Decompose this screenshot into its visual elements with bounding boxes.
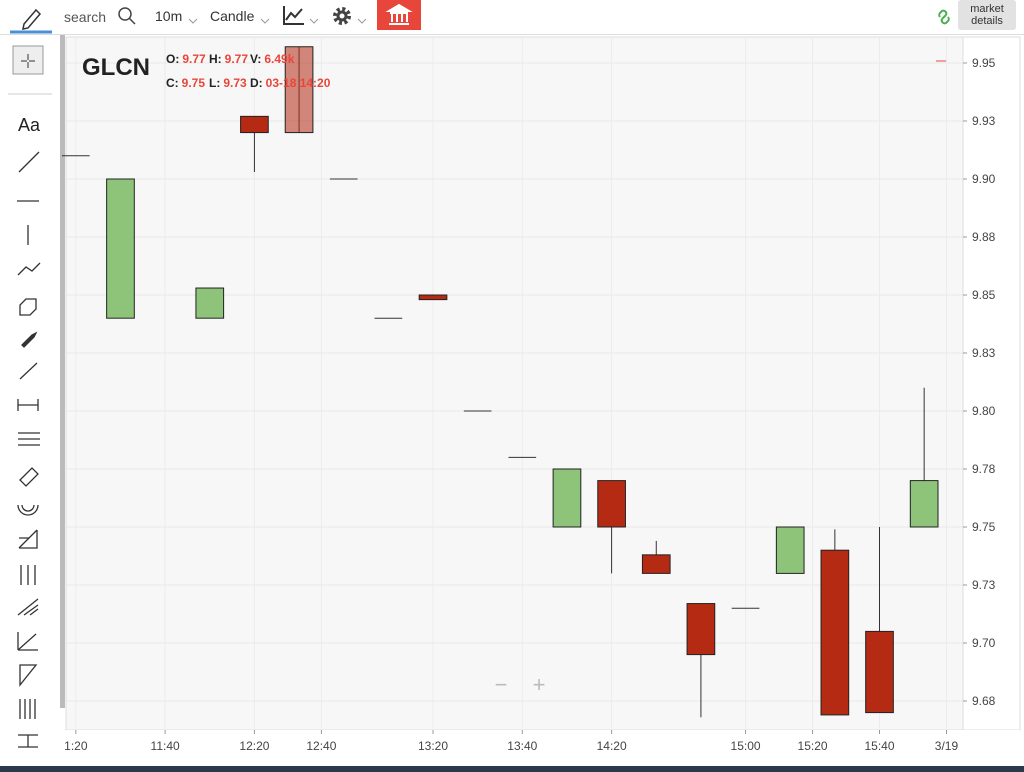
info-value: 03-18 14:20 bbox=[266, 76, 331, 90]
candle-body bbox=[597, 480, 626, 528]
y-tick-label: 9.70 bbox=[972, 636, 996, 650]
y-tick-label: 9.83 bbox=[972, 346, 996, 360]
symbol: GLCN bbox=[82, 54, 150, 81]
info-item: L: 9.73 bbox=[209, 76, 247, 90]
candle-body bbox=[775, 526, 805, 574]
x-tick-label: 12:40 bbox=[306, 739, 336, 753]
info-label: C: bbox=[166, 76, 179, 90]
x-tick-label: 14:20 bbox=[597, 739, 627, 753]
search-placeholder: search bbox=[64, 9, 107, 25]
x-tick-label: 12:20 bbox=[239, 739, 269, 753]
info-label: D: bbox=[250, 76, 263, 90]
market-details-button[interactable]: market details bbox=[958, 0, 1016, 30]
x-tick-label: 15:20 bbox=[798, 739, 828, 753]
drawing-toolbar: Aa bbox=[0, 35, 58, 766]
zoom-out[interactable]: − bbox=[495, 672, 508, 697]
info-item: C: 9.75 bbox=[166, 76, 205, 90]
candle-body bbox=[865, 630, 894, 714]
tool-icons bbox=[17, 151, 41, 748]
candle-body bbox=[686, 603, 716, 656]
info-label: H: bbox=[209, 52, 222, 66]
x-tick-label: 11:40 bbox=[151, 739, 180, 753]
x-tick-label: 13:20 bbox=[418, 739, 448, 753]
x-tick-label: 1:20 bbox=[64, 739, 88, 753]
y-tick-label: 9.93 bbox=[972, 114, 996, 128]
bottom-bar bbox=[0, 766, 1024, 772]
y-axis-area bbox=[962, 36, 1021, 731]
candle-body bbox=[106, 178, 135, 319]
settings-button[interactable] bbox=[330, 0, 370, 34]
y-tick-label: 9.95 bbox=[972, 56, 996, 70]
y-tick-label: 9.80 bbox=[972, 404, 996, 418]
y-tick-label: 9.88 bbox=[972, 230, 996, 244]
y-tick-label: 9.78 bbox=[972, 462, 996, 476]
draw-tool-button[interactable] bbox=[0, 0, 60, 34]
interval-select[interactable]: 10m bbox=[155, 8, 183, 24]
x-tick-label: 15:40 bbox=[864, 739, 894, 753]
info-label: O: bbox=[166, 52, 179, 66]
candle-body bbox=[909, 480, 939, 528]
info-item: D: 03-18 14:20 bbox=[250, 76, 331, 90]
info-label: L: bbox=[209, 76, 220, 90]
y-tick-label: 9.90 bbox=[972, 172, 996, 186]
x-tick-label: 15:00 bbox=[731, 739, 761, 753]
x-axis-area bbox=[66, 730, 1020, 760]
chart-style-select[interactable]: Candle bbox=[210, 8, 255, 24]
indicators-button[interactable] bbox=[282, 0, 322, 34]
info-item: V: 6.49k bbox=[250, 52, 295, 66]
search-box[interactable]: search bbox=[58, 2, 152, 30]
top-toolbar: search 10m Candle market details bbox=[0, 0, 1024, 35]
toolbar-scrollbar bbox=[60, 35, 65, 708]
y-tick-label: 9.75 bbox=[972, 520, 996, 534]
info-value: 9.77 bbox=[182, 52, 206, 66]
drawing-tools: Aa bbox=[8, 45, 52, 748]
info-item: O: 9.77 bbox=[166, 52, 206, 66]
info-item: H: 9.77 bbox=[209, 52, 248, 66]
info-value: 9.77 bbox=[225, 52, 249, 66]
candle-body bbox=[240, 115, 269, 134]
link-icon[interactable] bbox=[934, 7, 954, 27]
info-value: 9.75 bbox=[182, 76, 206, 90]
search-icon bbox=[118, 7, 136, 25]
y-tick-label: 9.85 bbox=[972, 288, 996, 302]
candle-body bbox=[552, 468, 582, 528]
candle-body bbox=[195, 287, 225, 319]
info-label: V: bbox=[250, 52, 261, 66]
dropdown-arrows bbox=[188, 18, 270, 24]
x-tick-label: 3/19 bbox=[935, 739, 959, 753]
candle-body bbox=[418, 294, 448, 301]
bank-button[interactable] bbox=[377, 0, 421, 30]
candle-body bbox=[820, 549, 850, 716]
plot-area bbox=[65, 36, 964, 731]
y-tick-label: 9.68 bbox=[972, 694, 996, 708]
candle-body bbox=[641, 554, 671, 574]
x-tick-label: 13:40 bbox=[507, 739, 537, 753]
zoom-in[interactable]: + bbox=[533, 672, 546, 697]
info-value: 6.49k bbox=[264, 52, 294, 66]
y-tick-label: 9.73 bbox=[972, 578, 996, 592]
candle-body bbox=[284, 46, 314, 134]
text-tool[interactable]: Aa bbox=[18, 115, 41, 135]
info-value: 9.73 bbox=[223, 76, 247, 90]
